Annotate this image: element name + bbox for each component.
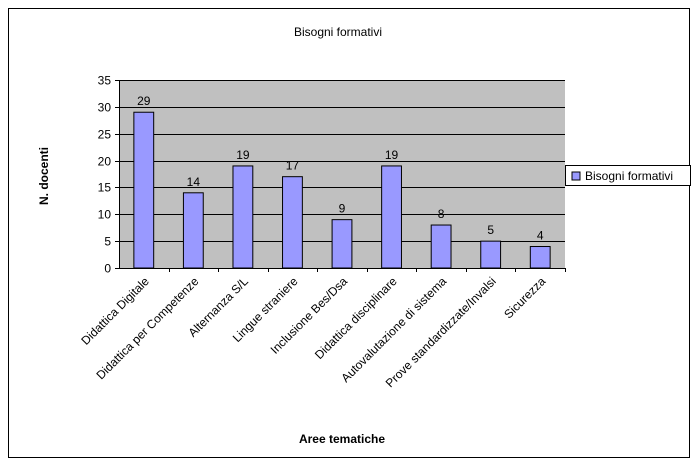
- bar: [331, 219, 353, 269]
- legend: Bisogni formativi: [565, 165, 691, 186]
- data-label: 5: [487, 223, 494, 237]
- y-tick-label: 0: [104, 262, 111, 276]
- bar: [133, 111, 155, 269]
- y-tick-label: 25: [98, 128, 112, 142]
- data-label: 9: [339, 202, 346, 216]
- data-label: 17: [286, 159, 300, 173]
- y-tick-label: 35: [98, 74, 112, 88]
- data-label: 4: [537, 229, 544, 243]
- bar: [480, 240, 502, 269]
- y-axis-title: N. docenti: [37, 147, 51, 205]
- data-label: 19: [236, 148, 250, 162]
- data-label: 19: [385, 148, 399, 162]
- legend-label: Bisogni formativi: [585, 169, 673, 183]
- bar: [430, 224, 452, 269]
- data-label: 29: [137, 94, 151, 108]
- data-label: 14: [187, 175, 201, 189]
- bar: [529, 246, 551, 269]
- bar: [232, 165, 254, 269]
- data-label: 8: [438, 207, 445, 221]
- bars: [133, 111, 551, 269]
- x-axis-title: Aree tematiche: [299, 432, 385, 446]
- y-tick-label: 20: [98, 155, 112, 169]
- chart-title: Bisogni formativi: [294, 25, 382, 39]
- y-tick-labels: 0 5 10 15 20 25 30 35: [98, 74, 112, 276]
- axes: [115, 80, 566, 272]
- y-tick-label: 5: [104, 235, 111, 249]
- legend-swatch: [571, 171, 581, 181]
- y-tick-label: 15: [98, 181, 112, 195]
- bar: [182, 192, 204, 269]
- y-tick-label: 10: [98, 208, 112, 222]
- y-tick-label: 30: [98, 101, 112, 115]
- bar: [282, 176, 303, 269]
- bar: [381, 165, 402, 269]
- data-labels: 29 14 19 17 9 19 8 5 4: [137, 94, 544, 242]
